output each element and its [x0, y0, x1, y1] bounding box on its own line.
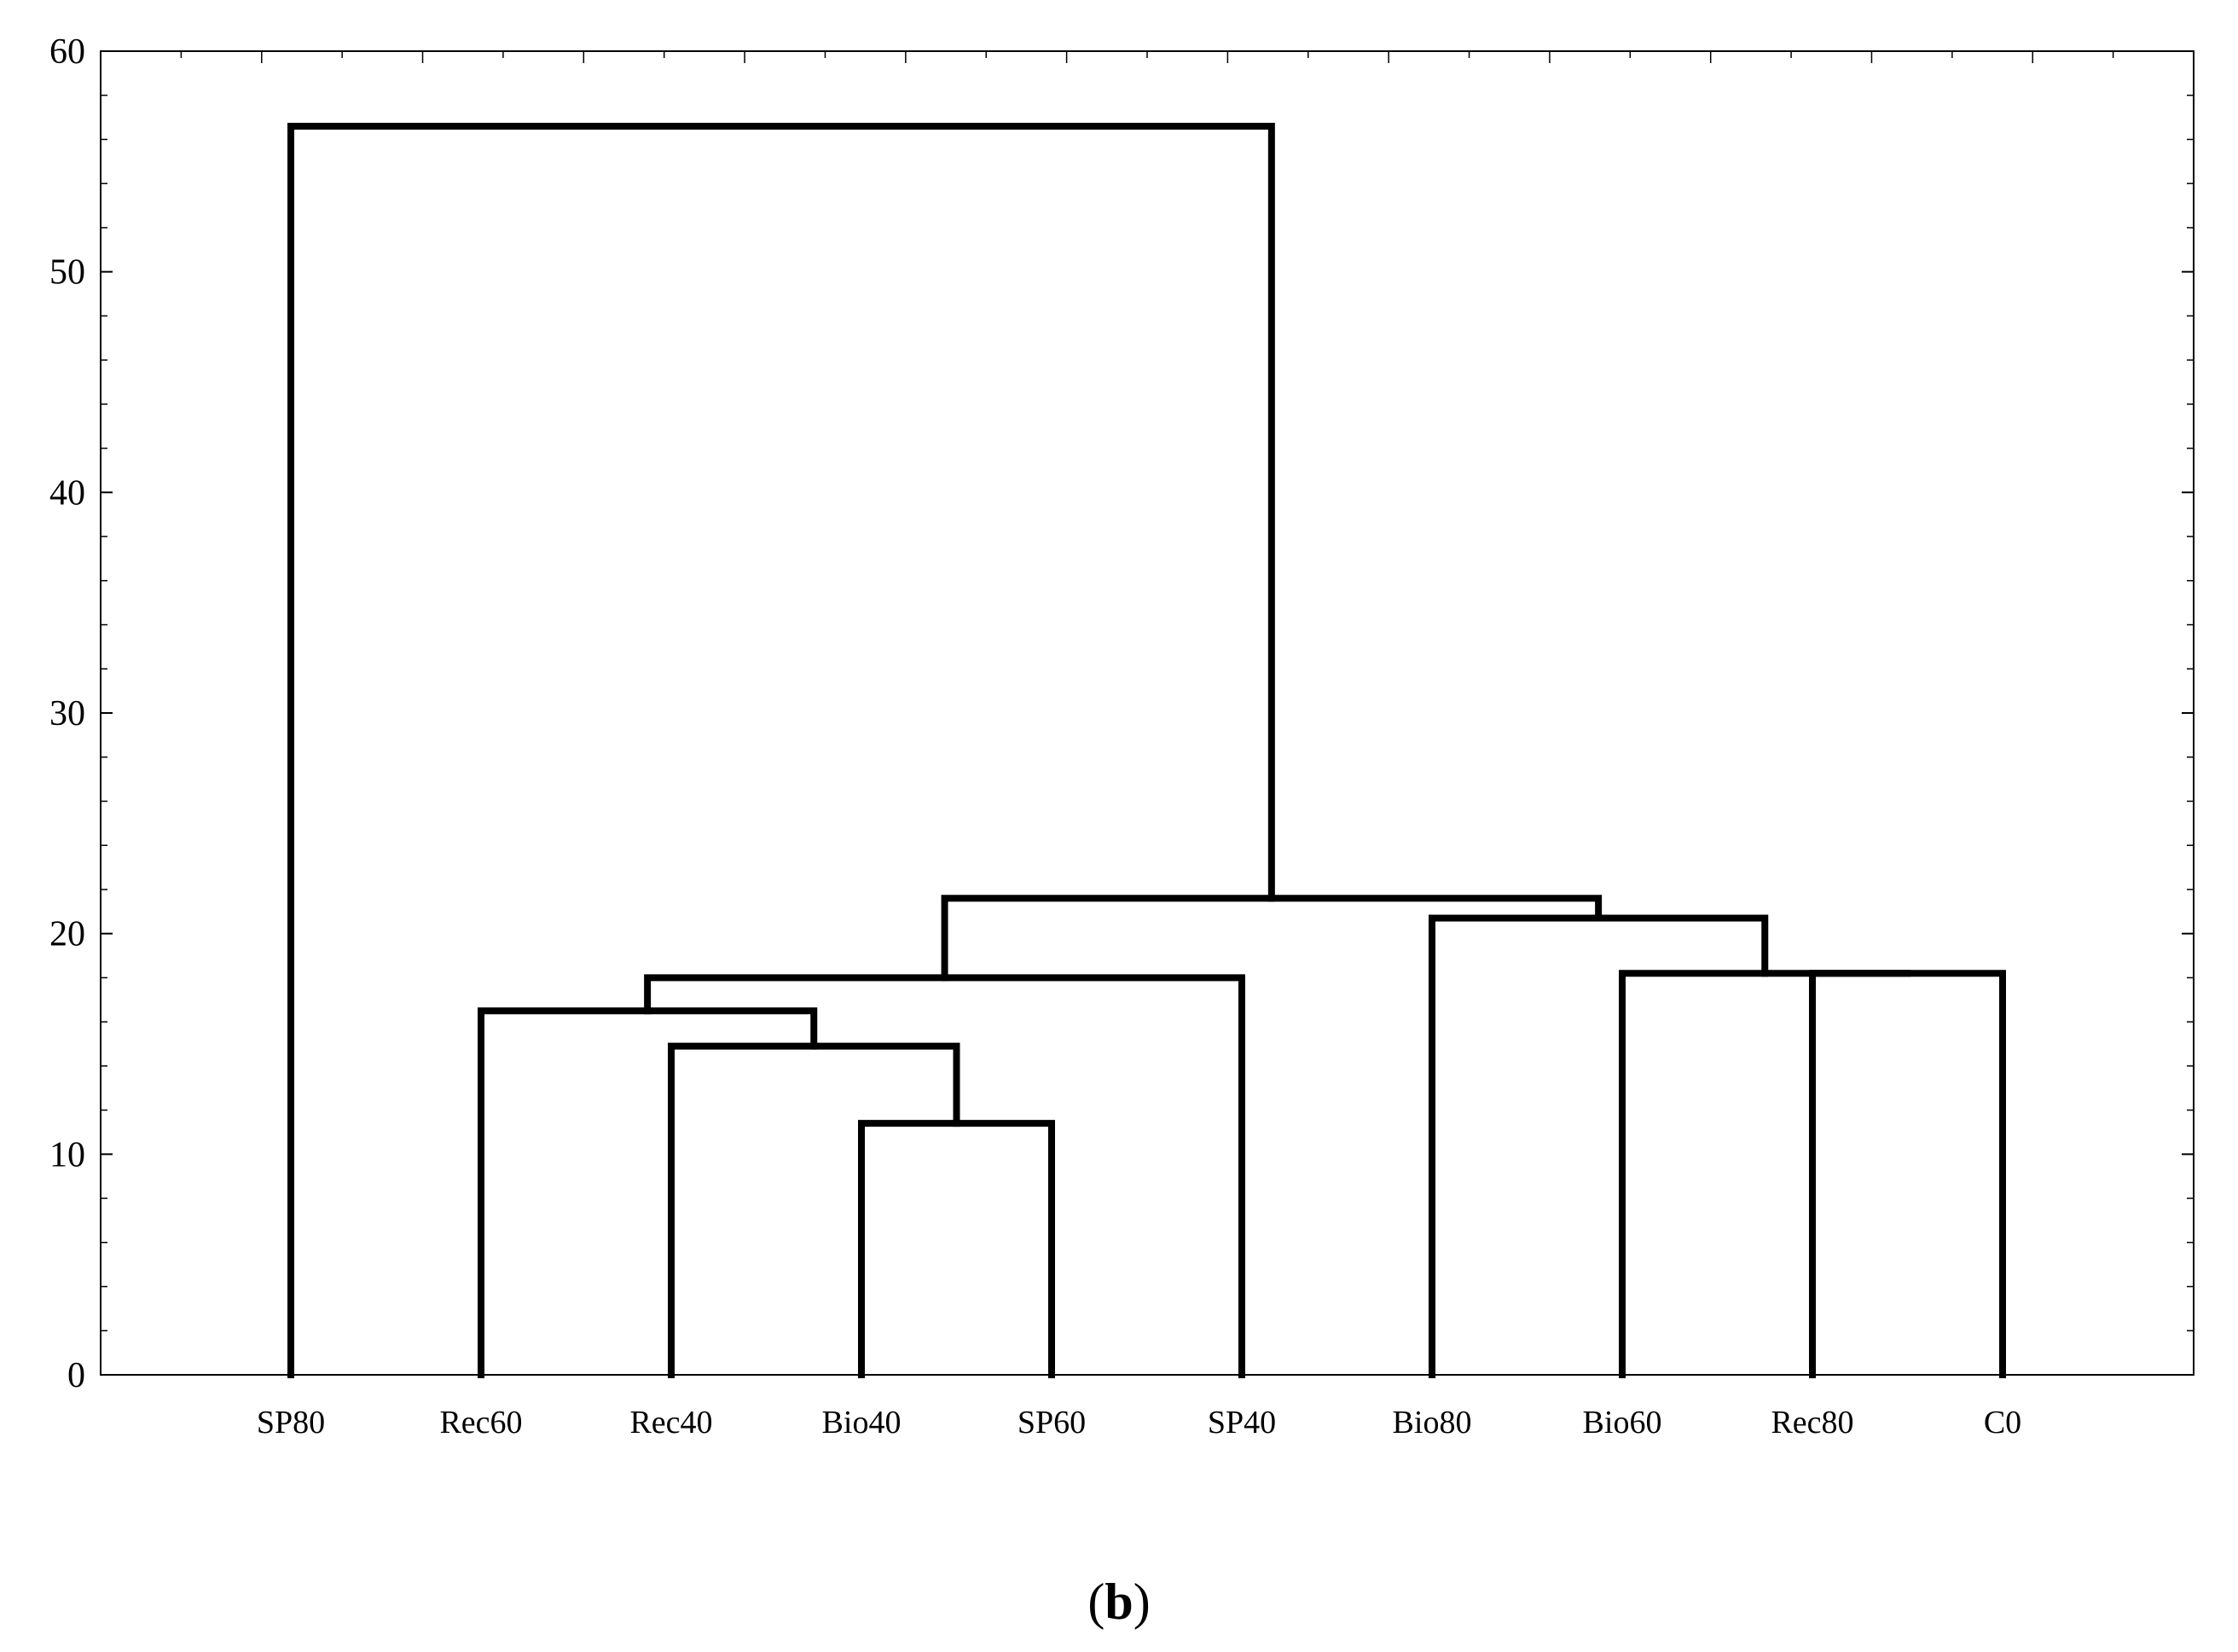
- leaf-label-c0: C0: [1984, 1405, 2021, 1440]
- leaf-label-rec60: Rec60: [439, 1405, 522, 1440]
- leaf-label-bio40: Bio40: [822, 1405, 902, 1440]
- leaf-label-sp60: SP60: [1018, 1405, 1086, 1440]
- dendrogram-link-4: [644, 974, 1245, 1378]
- dendrogram-link-3: [478, 1007, 818, 1378]
- leaf-label-bio80: Bio80: [1393, 1405, 1472, 1440]
- y-tick-label: 60: [49, 32, 85, 72]
- dendrogram-links: [287, 122, 2006, 1378]
- caption-open-paren: (: [1087, 1574, 1105, 1630]
- y-axis-ticks: 0 10 20 30 40 50 60: [49, 32, 2195, 1395]
- dendrogram-link-6: [1619, 970, 1911, 1378]
- dendrogram-link-2: [668, 1042, 960, 1378]
- leaf-label-sp80: SP80: [257, 1405, 325, 1440]
- leaf-label-rec80: Rec80: [1771, 1405, 1853, 1440]
- leaf-label-sp40: SP40: [1208, 1405, 1276, 1440]
- caption-close-paren: ): [1133, 1574, 1151, 1630]
- y-tick-label: 0: [67, 1356, 85, 1395]
- dendrogram-link-7: [1429, 914, 1769, 1378]
- dendrogram-link-9: [287, 122, 1275, 1378]
- caption-letter: b: [1105, 1574, 1133, 1630]
- y-tick-label: 30: [49, 694, 85, 733]
- dendrogram-link-5: [1809, 970, 2006, 1378]
- leaf-labels: SP80 Rec60 Rec40 Bio40 SP60 SP40 Bio80 Bio60 Rec…: [257, 1405, 2021, 1440]
- figure-caption: (b): [1087, 1574, 1150, 1630]
- dendrogram-link-1: [858, 1120, 1055, 1378]
- leaf-label-bio60: Bio60: [1583, 1405, 1662, 1440]
- y-tick-label: 50: [49, 253, 85, 293]
- dendrogram-link-8: [941, 895, 1603, 982]
- y-tick-label: 40: [49, 473, 85, 513]
- plot-border: [100, 50, 2195, 1376]
- leaf-label-rec40: Rec40: [629, 1405, 712, 1440]
- y-tick-label: 10: [49, 1135, 85, 1174]
- y-tick-label: 20: [49, 915, 85, 954]
- plot-frame: [100, 50, 2195, 1376]
